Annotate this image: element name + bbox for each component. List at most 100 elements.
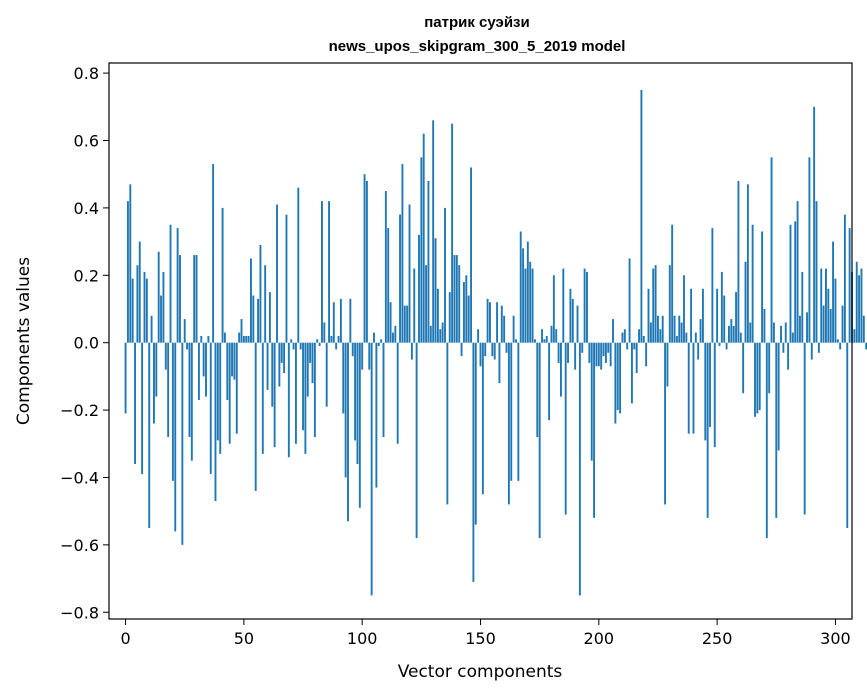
bar — [718, 342, 721, 347]
bar — [635, 342, 638, 374]
y-tick-label: −0.8 — [60, 603, 99, 622]
bar — [770, 157, 773, 343]
bar — [382, 342, 385, 438]
x-tick-label: 150 — [465, 629, 496, 648]
bar — [633, 342, 636, 350]
bar — [552, 275, 555, 343]
bar — [832, 241, 835, 343]
bar — [205, 342, 207, 397]
bar — [212, 164, 215, 343]
bar — [515, 339, 517, 343]
y-tick-label: 0.6 — [74, 132, 99, 151]
bar — [467, 295, 470, 343]
bar — [519, 231, 522, 343]
bar — [304, 342, 307, 454]
bar — [287, 342, 290, 458]
bar — [524, 268, 527, 343]
bar — [801, 271, 804, 343]
bar — [571, 298, 574, 343]
bar — [782, 342, 785, 353]
bar — [195, 255, 198, 343]
bar — [176, 228, 179, 343]
bar — [803, 342, 806, 515]
bar — [264, 265, 267, 343]
bar — [321, 201, 323, 343]
bar — [280, 342, 283, 363]
bar — [560, 342, 562, 397]
bar — [569, 288, 572, 343]
bar — [602, 342, 605, 357]
bar — [462, 282, 465, 343]
y-axis-label: Components values — [14, 257, 34, 425]
bar — [860, 268, 863, 343]
bar — [413, 268, 416, 343]
bar — [422, 133, 425, 343]
bar — [240, 319, 243, 343]
bar — [247, 335, 250, 343]
bar — [233, 342, 236, 380]
bar — [647, 288, 650, 343]
bar — [406, 305, 409, 343]
bar — [704, 342, 707, 441]
bar — [188, 342, 191, 438]
bar — [836, 339, 839, 343]
bar — [484, 342, 487, 357]
bar — [444, 207, 446, 343]
bar — [810, 342, 813, 360]
bar — [822, 305, 825, 343]
bar — [183, 319, 186, 343]
bar — [266, 342, 269, 390]
bar — [723, 295, 726, 343]
bar — [396, 342, 399, 444]
plot-frame — [108, 62, 853, 620]
bar — [548, 342, 551, 421]
bar — [224, 332, 226, 343]
bar — [425, 265, 428, 343]
bar — [257, 298, 260, 343]
bar — [283, 342, 286, 374]
bar — [666, 342, 669, 387]
bar — [761, 231, 764, 343]
bar — [683, 275, 685, 343]
bar — [179, 255, 181, 343]
bar — [197, 342, 200, 400]
bar — [609, 342, 612, 367]
bar — [680, 322, 683, 343]
bar — [160, 295, 162, 343]
bar — [268, 292, 271, 343]
bar — [678, 315, 681, 343]
bar — [848, 228, 851, 343]
bar — [765, 342, 768, 539]
bar — [138, 241, 141, 343]
bar — [347, 342, 349, 522]
bar — [394, 325, 397, 343]
bar — [384, 191, 387, 343]
bar — [392, 332, 394, 343]
bar — [749, 322, 752, 343]
bar — [418, 234, 420, 343]
bar — [661, 315, 664, 343]
bar — [441, 322, 444, 343]
bar — [775, 342, 778, 518]
bar — [342, 342, 345, 414]
bar — [361, 342, 364, 370]
y-axis-ticks: −0.8 −0.6 −0.4 −0.2 0.0 0.2 0.4 0.6 0.8 — [60, 64, 109, 622]
bar — [846, 342, 849, 529]
bar — [522, 248, 525, 343]
bar — [171, 342, 174, 481]
bar — [614, 342, 617, 424]
bar — [164, 342, 167, 370]
bar — [408, 204, 411, 343]
bar — [652, 268, 655, 343]
bar — [742, 342, 745, 394]
bar — [541, 329, 543, 343]
bar — [517, 342, 520, 481]
bar — [278, 342, 281, 387]
bar — [332, 302, 335, 343]
bar — [510, 342, 513, 481]
bar — [481, 342, 484, 495]
bar — [531, 268, 534, 343]
bar — [583, 268, 586, 343]
bar — [330, 335, 333, 343]
